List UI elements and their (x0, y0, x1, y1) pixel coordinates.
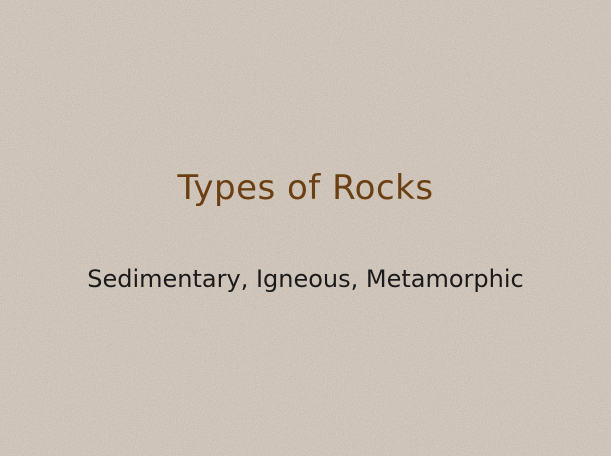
slide-title: Types of Rocks (177, 168, 434, 208)
slide-subtitle: Sedimentary, Igneous, Metamorphic (87, 265, 524, 293)
